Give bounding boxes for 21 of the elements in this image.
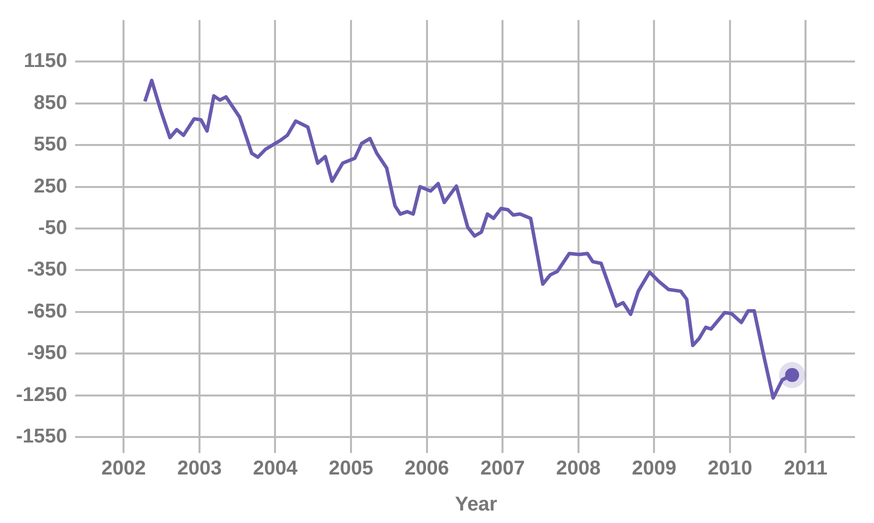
y-tick-label: 250 — [34, 175, 68, 198]
x-tick-label: 2006 — [404, 458, 450, 480]
y-tick-label: -1250 — [16, 384, 68, 406]
x-tick-label: 2004 — [252, 458, 298, 480]
x-tick-label: 2011 — [784, 458, 828, 480]
y-tick-label: -950 — [27, 342, 68, 364]
x-tick-label: 2005 — [328, 458, 374, 480]
y-tick-label: -50 — [38, 217, 68, 240]
y-tick-label: -650 — [27, 300, 68, 322]
y-tick-label: -1550 — [16, 426, 68, 448]
x-tick-label: 2010 — [708, 458, 752, 480]
x-tick-label: 2009 — [632, 458, 676, 480]
y-tick-label: 1150 — [24, 50, 68, 72]
y-tick-label: 550 — [34, 134, 68, 156]
x-tick-label: 2007 — [480, 458, 525, 480]
x-tick-label: 2008 — [556, 458, 601, 480]
y-tick-label: 850 — [34, 92, 68, 114]
x-tick-label: 2002 — [101, 458, 146, 480]
y-tick-label: -350 — [27, 258, 68, 281]
x-tick-label: 2003 — [177, 458, 222, 480]
x-axis-title: Year — [454, 494, 498, 516]
